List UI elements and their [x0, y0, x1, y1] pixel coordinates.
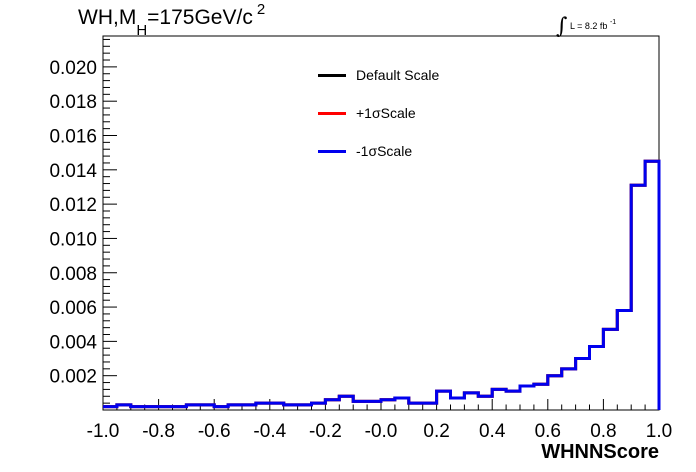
title-subscript: H — [136, 22, 148, 39]
x-tick-label: -0.6 — [198, 421, 231, 442]
legend-line-default — [318, 73, 346, 77]
x-tick-label: -0.0 — [365, 421, 398, 442]
integral-symbol: ∫ — [556, 14, 568, 39]
y-tick-label: 0.006 — [49, 298, 97, 319]
x-axis-ticks: -1.0 -0.8 -0.6 -0.4 -0.2 -0.0 0.2 0.4 0.6 0.8 1.0 — [87, 399, 672, 442]
x-tick-label: 0.2 — [423, 421, 449, 442]
x-tick-label: 0.4 — [479, 421, 506, 442]
luminosity-text: L = 8.2 fb — [569, 21, 608, 31]
x-tick-label: 1.0 — [646, 421, 672, 442]
y-tick-label: 0.014 — [49, 161, 97, 182]
legend-item-minus-sigma: -1σScale — [318, 132, 439, 170]
luminosity-unit-exponent: -1 — [609, 19, 617, 26]
legend-item-plus-sigma: +1σScale — [318, 94, 439, 132]
x-tick-label: -0.2 — [309, 421, 342, 442]
legend-line-plus-sigma — [318, 111, 346, 115]
title-main: WH,M — [78, 6, 137, 29]
series-line-1 — [103, 159, 661, 410]
title-rest: =175GeV/c — [147, 6, 253, 29]
legend-label-plus-sigma: +1σScale — [356, 105, 416, 121]
x-tick-label: -1.0 — [87, 421, 120, 442]
legend: Default Scale +1σScale -1σScale — [318, 56, 439, 170]
legend-line-minus-sigma — [318, 149, 346, 153]
legend-label-default: Default Scale — [356, 67, 440, 83]
y-tick-label: 0.020 — [49, 58, 97, 79]
x-tick-label: 0.8 — [590, 421, 616, 442]
legend-label-minus-sigma: -1σScale — [356, 143, 413, 159]
y-tick-label: 0.012 — [49, 195, 97, 216]
y-tick-label: 0.008 — [49, 264, 97, 285]
series-group — [103, 159, 661, 410]
series-line-2 — [103, 159, 661, 410]
y-tick-label: 0.010 — [49, 229, 97, 250]
x-tick-label: -0.4 — [253, 421, 286, 442]
series-line-0 — [103, 159, 661, 410]
x-tick-label: 0.6 — [535, 421, 561, 442]
chart-title: WH,MH=175GeV/c 2 — [78, 1, 265, 39]
y-tick-label: 0.018 — [49, 92, 97, 113]
x-axis-label: WHNNScore — [541, 441, 659, 463]
y-axis-ticks: 0.002 0.004 0.006 0.008 0.010 0.012 0.014 0.016… — [49, 38, 117, 404]
y-tick-label: 0.016 — [49, 127, 97, 148]
y-tick-label: 0.002 — [49, 367, 97, 388]
title-superscript: 2 — [256, 1, 266, 18]
luminosity-label: ∫ L = 8.2 fb -1 — [556, 10, 617, 39]
legend-item-default: Default Scale — [318, 56, 439, 94]
y-tick-label: 0.004 — [49, 332, 97, 353]
x-tick-label: -0.8 — [142, 421, 175, 442]
